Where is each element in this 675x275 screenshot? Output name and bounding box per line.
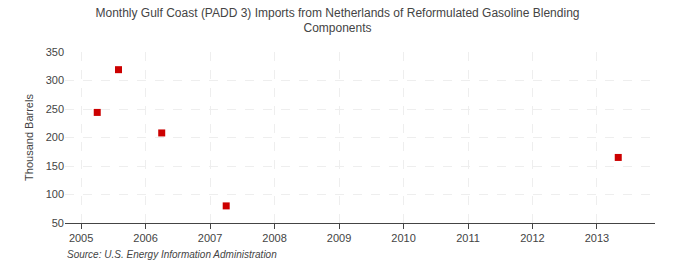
svg-text:2007: 2007 [198,232,222,244]
svg-text:2009: 2009 [327,232,351,244]
svg-text:2006: 2006 [133,232,157,244]
svg-text:2008: 2008 [262,232,286,244]
svg-text:300: 300 [46,74,64,86]
svg-text:50: 50 [52,217,64,229]
svg-text:100: 100 [46,188,64,200]
svg-text:2011: 2011 [456,232,480,244]
svg-text:Monthly Gulf Coast (PADD 3) Im: Monthly Gulf Coast (PADD 3) Imports from… [96,6,580,36]
svg-text:2013: 2013 [585,232,609,244]
svg-text:2010: 2010 [391,232,415,244]
svg-text:200: 200 [46,131,64,143]
svg-text:250: 250 [46,103,64,115]
svg-text:2005: 2005 [69,232,93,244]
svg-text:2012: 2012 [520,232,544,244]
svg-text:350: 350 [46,46,64,58]
svg-text:Thousand Barrels: Thousand Barrels [23,94,35,181]
svg-text:Source: U.S. Energy Informatio: Source: U.S. Energy Information Administ… [67,249,277,260]
svg-text:150: 150 [46,160,64,172]
